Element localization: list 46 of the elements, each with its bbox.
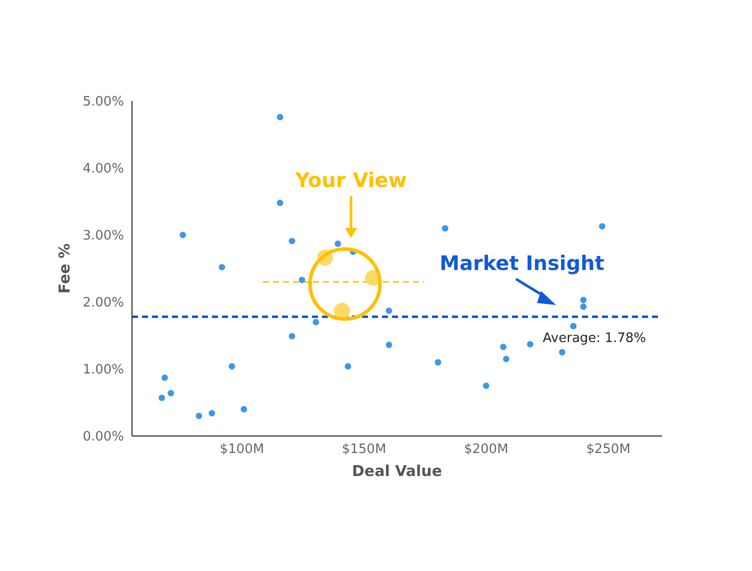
y-tick-label: 3.00% [82, 228, 124, 244]
point [180, 232, 186, 238]
point [570, 322, 577, 330]
y-axis-title: Fee % [55, 243, 74, 294]
point [162, 374, 168, 381]
annotation: Your View [294, 168, 407, 192]
y-tick-label: 0.00% [82, 430, 124, 445]
point [298, 276, 306, 284]
x-tick-label: $200M [464, 442, 508, 458]
point [276, 114, 284, 120]
point [334, 302, 350, 319]
point [386, 308, 392, 314]
x-tick-label: $250M [586, 442, 630, 458]
point [386, 342, 392, 348]
point [240, 406, 248, 412]
point [502, 356, 510, 362]
point [580, 303, 587, 310]
point [442, 225, 448, 232]
y-tick-label: 2.00% [82, 296, 124, 311]
point [580, 296, 587, 304]
point [288, 238, 296, 244]
y-tick-label: 4.00% [82, 162, 124, 177]
x-tick-label: $100M [220, 442, 264, 458]
point [526, 341, 534, 348]
y-tick-label: 5.00% [82, 94, 124, 110]
point [334, 240, 342, 247]
point [500, 344, 506, 350]
ref-line-label: Average: 1.78% [542, 330, 646, 346]
y-tick-label: 1.00% [82, 362, 124, 378]
point [288, 332, 296, 340]
annotation: Market Insight [440, 251, 605, 275]
point [558, 349, 566, 356]
point [196, 412, 202, 420]
point [312, 318, 320, 326]
point [168, 390, 174, 396]
x-tick-label: $150M [342, 442, 386, 458]
point [598, 223, 606, 230]
point [344, 363, 352, 370]
point [218, 264, 226, 270]
x-axis-title: Deal Value [352, 462, 442, 480]
point [208, 410, 216, 416]
point [434, 359, 442, 366]
point [482, 382, 490, 389]
point [228, 363, 236, 370]
point [276, 200, 284, 206]
point [158, 394, 165, 402]
